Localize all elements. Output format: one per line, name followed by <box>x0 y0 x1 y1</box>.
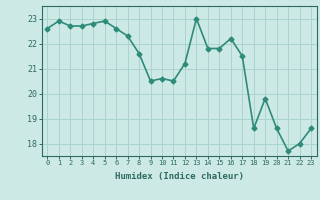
X-axis label: Humidex (Indice chaleur): Humidex (Indice chaleur) <box>115 172 244 181</box>
